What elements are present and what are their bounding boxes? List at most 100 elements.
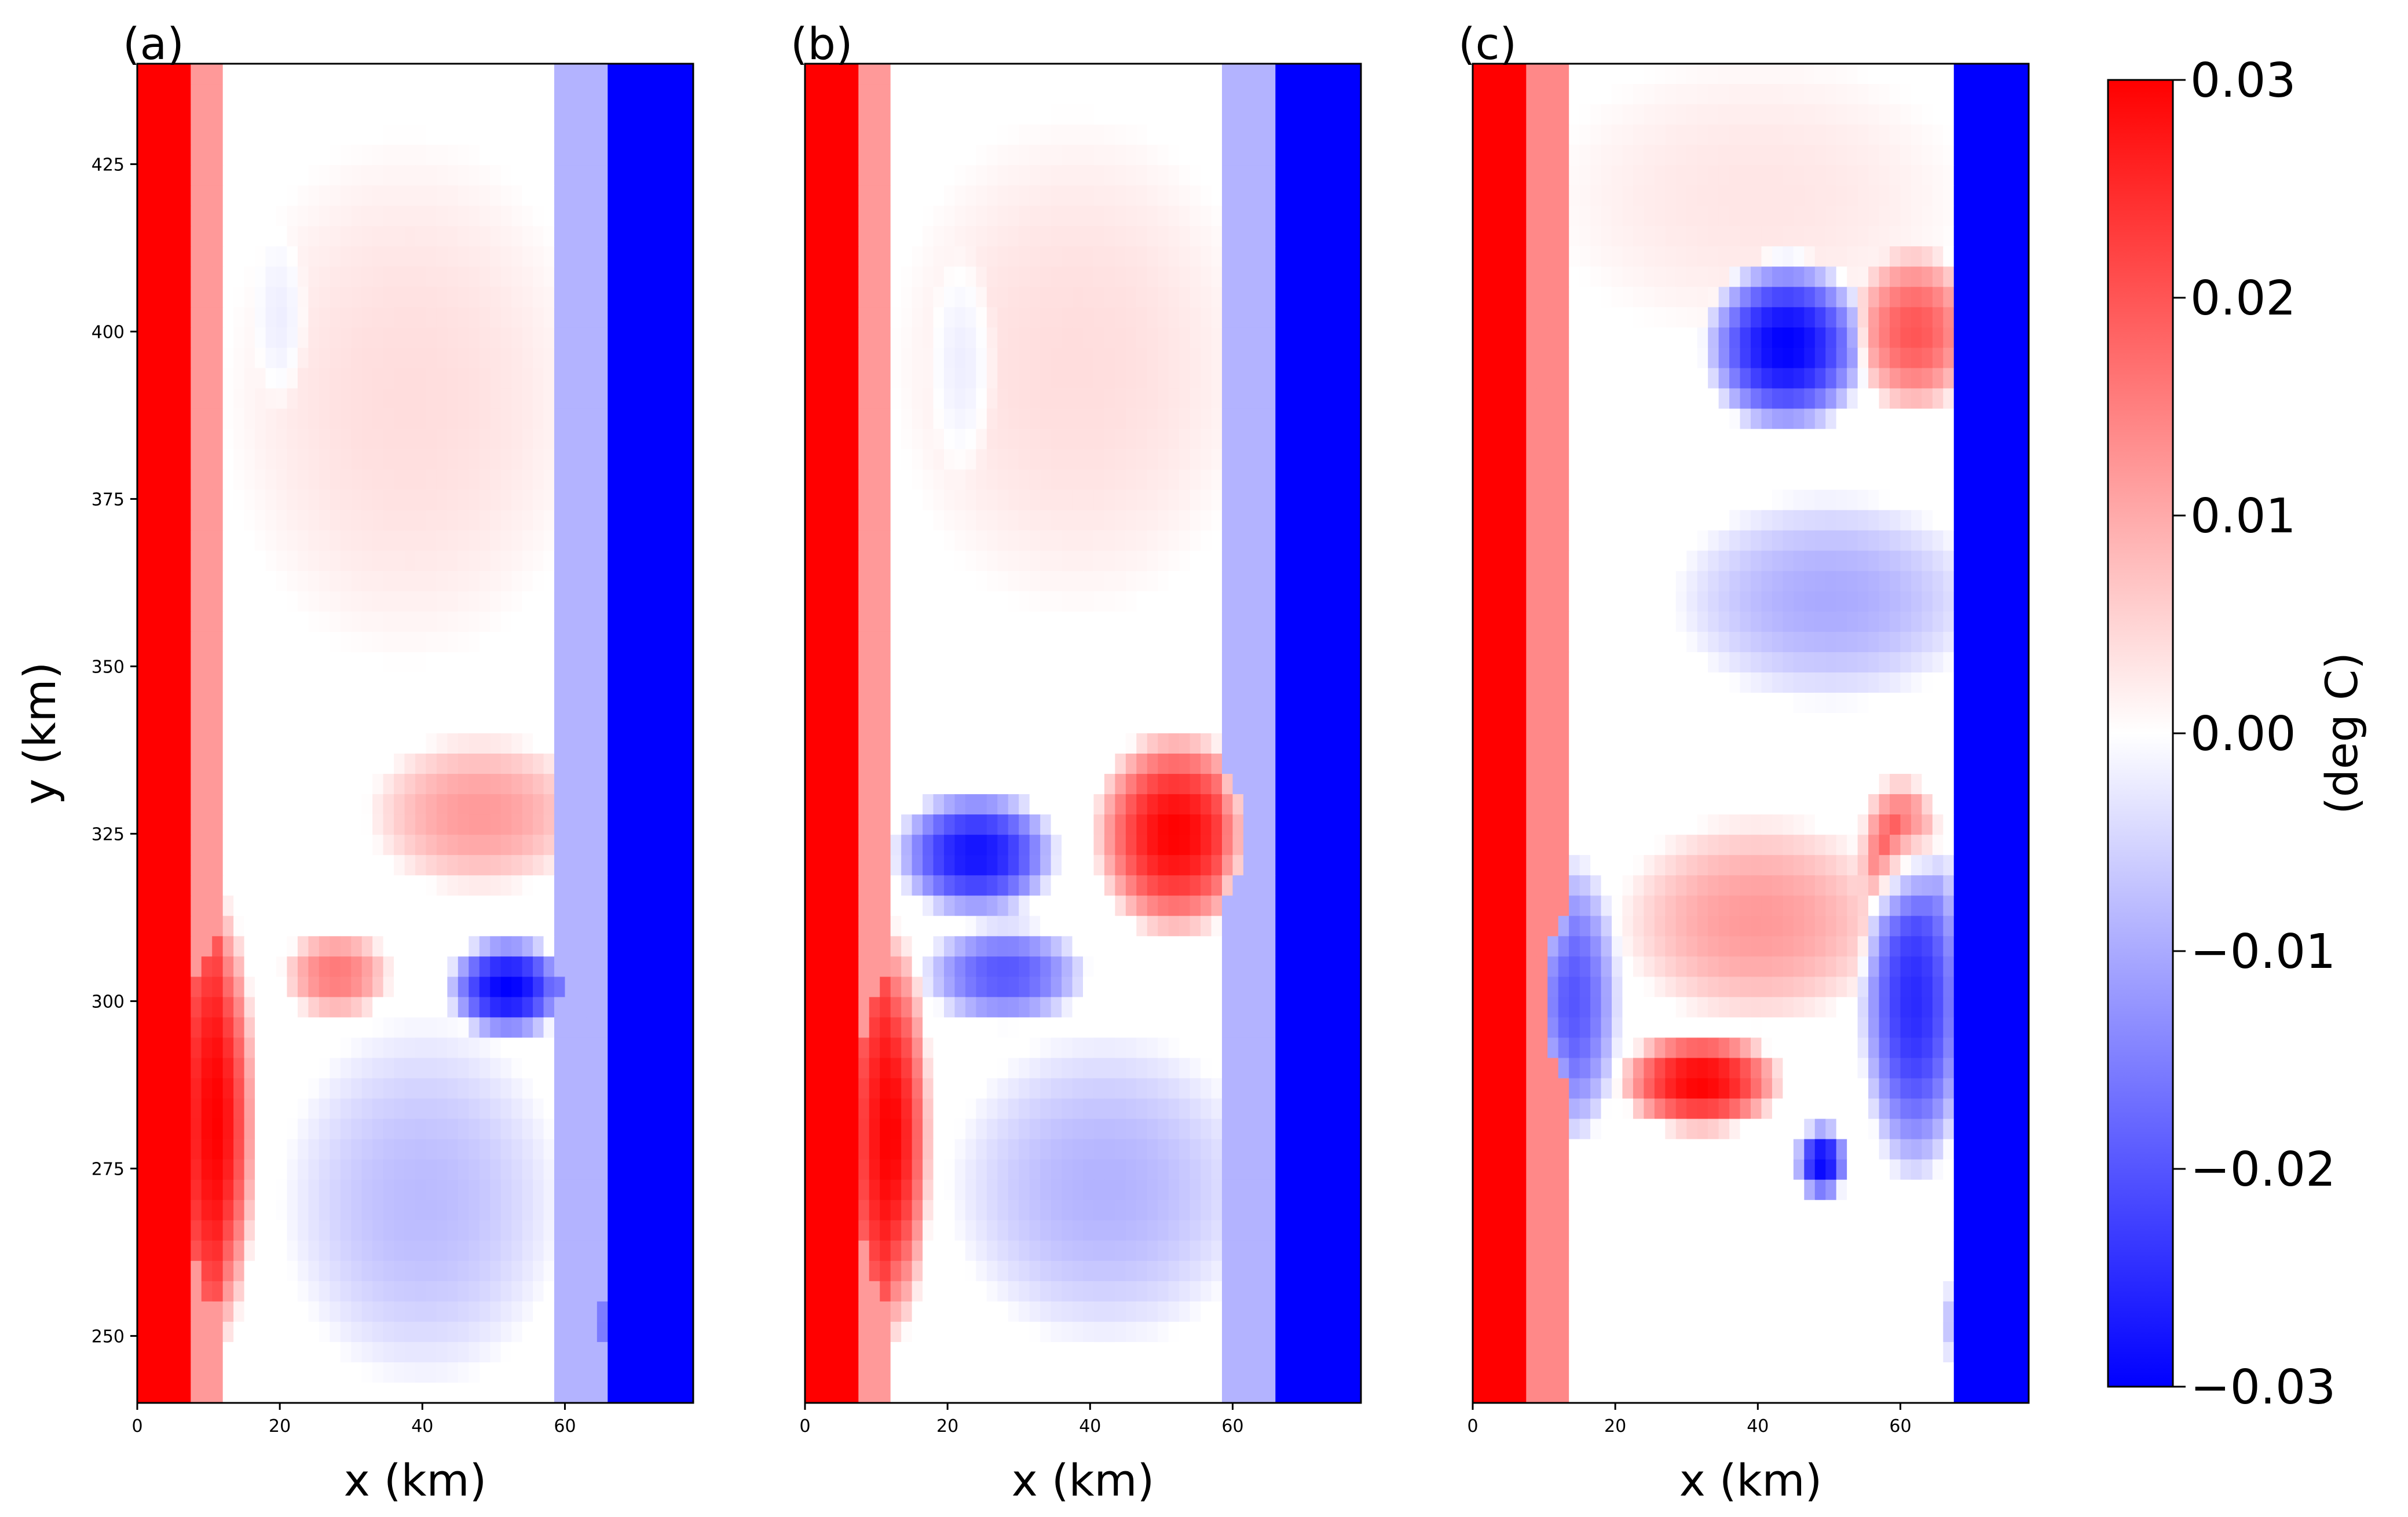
heatmap-cell bbox=[1232, 145, 1244, 166]
heatmap-cell bbox=[1243, 246, 1254, 267]
heatmap-cell bbox=[1340, 348, 1351, 369]
heatmap-cell bbox=[233, 327, 245, 349]
heatmap-cell bbox=[565, 388, 576, 410]
heatmap-cell bbox=[426, 368, 437, 389]
heatmap-cell bbox=[1093, 287, 1105, 308]
heatmap-cell bbox=[458, 348, 469, 369]
heatmap-cell bbox=[1222, 550, 1234, 572]
heatmap-cell bbox=[826, 348, 837, 369]
heatmap-cell bbox=[986, 64, 998, 85]
heatmap-cell bbox=[890, 104, 902, 125]
heatmap-cell bbox=[511, 1220, 523, 1241]
heatmap-cell bbox=[351, 1017, 363, 1039]
heatmap-cell bbox=[158, 246, 170, 267]
heatmap-cell bbox=[511, 774, 523, 795]
heatmap-cell bbox=[1340, 145, 1351, 166]
heatmap-cell bbox=[426, 1037, 437, 1059]
heatmap-cell bbox=[1201, 611, 1212, 633]
heatmap-cell bbox=[912, 611, 923, 633]
heatmap-cell bbox=[1179, 510, 1191, 531]
heatmap-cell bbox=[458, 510, 469, 531]
heatmap-cell bbox=[436, 206, 448, 226]
heatmap-cell bbox=[661, 1159, 672, 1180]
heatmap-cell bbox=[965, 287, 976, 308]
heatmap-cell bbox=[479, 1382, 491, 1403]
heatmap-cell bbox=[469, 997, 480, 1018]
heatmap-cell bbox=[308, 206, 320, 226]
heatmap-cell bbox=[1093, 145, 1105, 166]
heatmap-cell bbox=[404, 794, 416, 815]
heatmap-cell bbox=[287, 936, 298, 957]
heatmap-cell bbox=[436, 652, 448, 673]
heatmap-cell bbox=[672, 348, 683, 369]
heatmap-cell bbox=[394, 429, 405, 450]
heatmap-cell bbox=[1168, 226, 1180, 247]
heatmap-cell bbox=[618, 774, 630, 795]
heatmap-cell bbox=[426, 348, 437, 369]
heatmap-cell bbox=[847, 550, 859, 572]
heatmap-cell bbox=[276, 672, 288, 693]
heatmap-cell bbox=[1307, 327, 1319, 349]
heatmap-cell bbox=[212, 368, 224, 389]
heatmap-cell bbox=[661, 368, 672, 389]
heatmap-cell bbox=[1083, 408, 1095, 430]
heatmap-cell bbox=[137, 165, 149, 186]
heatmap-cell bbox=[340, 692, 352, 714]
heatmap-cell bbox=[158, 794, 170, 815]
heatmap-cell bbox=[500, 307, 512, 328]
heatmap-cell bbox=[554, 266, 566, 287]
heatmap-cell bbox=[458, 875, 469, 896]
heatmap-cell bbox=[682, 185, 694, 206]
heatmap-cell bbox=[372, 571, 384, 592]
heatmap-cell bbox=[158, 104, 170, 125]
heatmap-cell bbox=[212, 1362, 224, 1383]
heatmap-cell bbox=[869, 185, 880, 206]
heatmap-cell bbox=[158, 814, 170, 835]
heatmap-cell bbox=[890, 206, 902, 226]
heatmap-cell bbox=[1029, 489, 1041, 511]
heatmap-cell bbox=[415, 712, 427, 734]
heatmap-cell bbox=[201, 266, 213, 287]
heatmap-cell bbox=[479, 611, 491, 633]
heatmap-cell bbox=[319, 855, 330, 876]
heatmap-cell bbox=[169, 449, 181, 470]
heatmap-cell bbox=[287, 185, 298, 206]
heatmap-cell bbox=[1275, 631, 1287, 653]
heatmap-cell bbox=[458, 611, 469, 633]
heatmap-cell bbox=[308, 469, 320, 491]
heatmap-cell bbox=[426, 1301, 437, 1322]
heatmap-cell bbox=[1201, 206, 1212, 226]
heatmap-cell bbox=[404, 1260, 416, 1282]
heatmap-cell bbox=[586, 631, 598, 653]
heatmap-cell bbox=[180, 489, 191, 511]
heatmap-cell bbox=[1297, 327, 1308, 349]
heatmap-cell bbox=[201, 875, 213, 896]
heatmap-cell bbox=[404, 1362, 416, 1383]
heatmap-cell bbox=[1190, 185, 1201, 206]
heatmap-cell bbox=[469, 145, 480, 166]
heatmap-cell bbox=[255, 104, 266, 125]
heatmap-cell bbox=[469, 125, 480, 145]
heatmap-cell bbox=[415, 145, 427, 166]
heatmap-cell bbox=[297, 206, 309, 226]
heatmap-cell bbox=[180, 1159, 191, 1180]
heatmap-cell bbox=[837, 591, 848, 612]
heatmap-cell bbox=[554, 1159, 566, 1180]
heatmap-cell bbox=[1083, 591, 1095, 612]
heatmap-cell bbox=[1019, 530, 1030, 551]
heatmap-cell bbox=[137, 712, 149, 734]
heatmap-cell bbox=[1115, 145, 1126, 166]
heatmap-cell bbox=[965, 266, 976, 287]
heatmap-cell bbox=[522, 1301, 533, 1322]
heatmap-cell bbox=[490, 611, 502, 633]
heatmap-cell bbox=[1115, 307, 1126, 328]
heatmap-cell bbox=[858, 104, 870, 125]
heatmap-cell bbox=[826, 469, 837, 491]
heatmap-cell bbox=[596, 1281, 608, 1302]
heatmap-cell bbox=[287, 510, 298, 531]
heatmap-cell bbox=[191, 84, 202, 105]
heatmap-cell bbox=[1297, 185, 1308, 206]
heatmap-cell bbox=[212, 774, 224, 795]
heatmap-cell bbox=[372, 408, 384, 430]
heatmap-cell bbox=[180, 611, 191, 633]
